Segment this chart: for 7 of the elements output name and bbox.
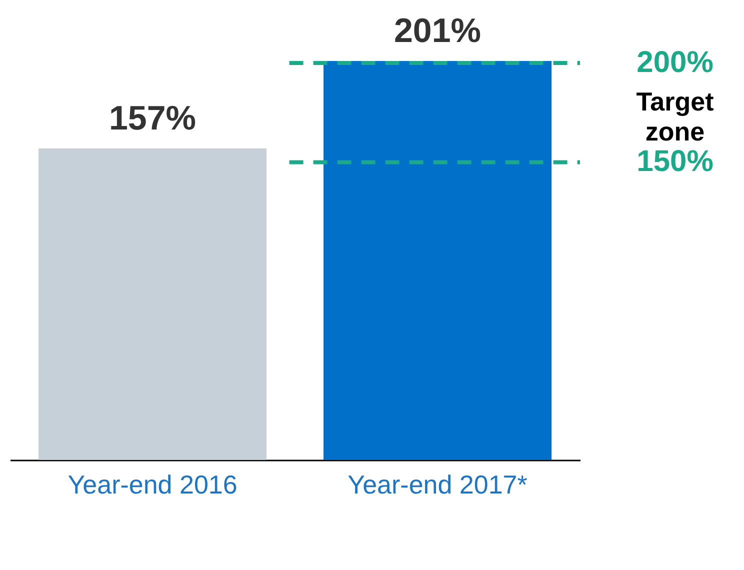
x-tick-label: Year-end 2017* (348, 470, 528, 500)
data-label: 201% (394, 12, 481, 50)
text: Target zone (636, 86, 714, 147)
x-tick-label: Year-end 2016 (68, 470, 238, 500)
ref-line-label: 200% (636, 46, 714, 79)
data-label: 157% (109, 99, 196, 138)
ref-line-label: 150% (636, 145, 714, 178)
